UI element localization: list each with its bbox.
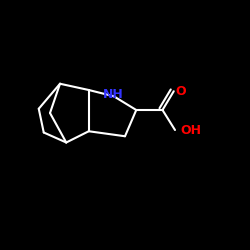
Text: OH: OH [180,124,201,136]
Text: NH: NH [104,88,124,102]
Text: O: O [176,85,186,98]
